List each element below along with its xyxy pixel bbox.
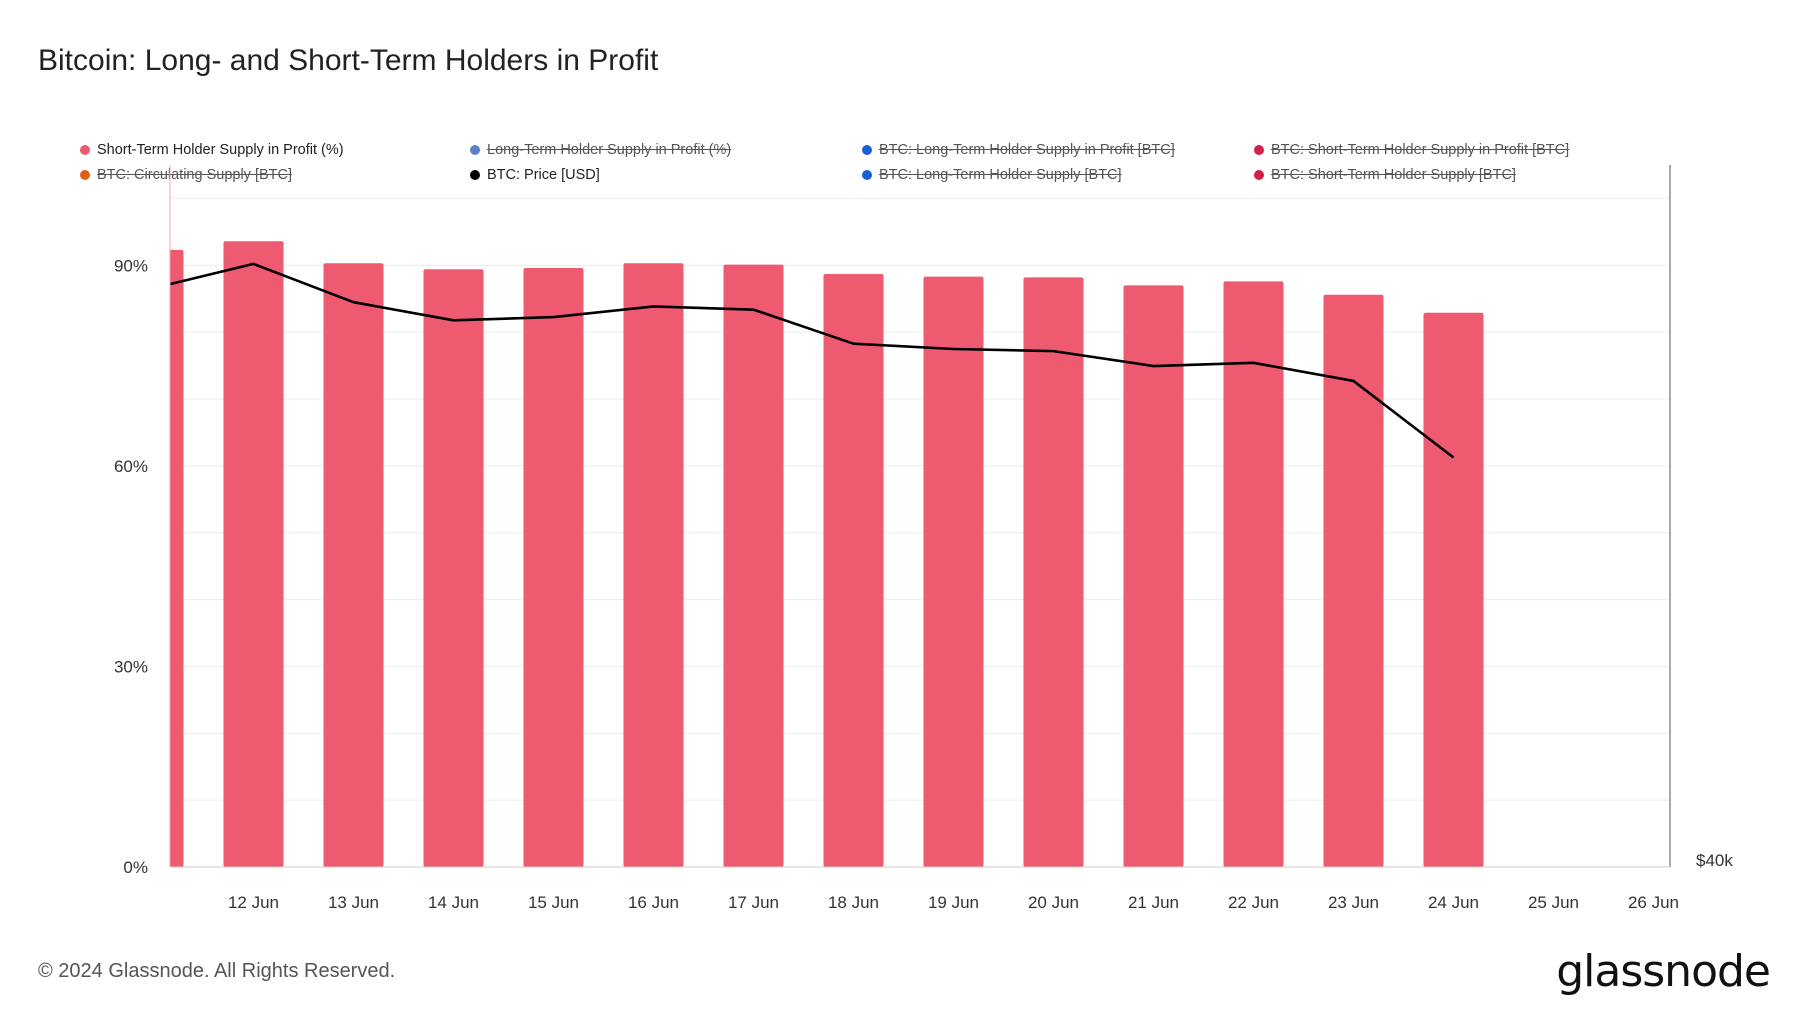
bar-18-jun: [823, 273, 884, 867]
bar-14-jun: [423, 269, 484, 867]
bar-23-jun: [1323, 294, 1384, 867]
legend-item-sth-profit-btc[interactable]: BTC: Short-Term Holder Supply in Profit …: [1254, 140, 1569, 160]
legend-label: BTC: Short-Term Holder Supply [BTC]: [1271, 167, 1516, 183]
x-tick-label: 19 Jun: [928, 893, 979, 912]
x-tick-label: 13 Jun: [328, 893, 379, 912]
legend-dot-icon: [1254, 145, 1264, 155]
legend-item-btc-price[interactable]: BTC: Price [USD]: [470, 165, 600, 185]
legend-label: BTC: Price [USD]: [487, 167, 600, 183]
bar-11-jun: [170, 249, 184, 867]
bar-17-jun: [723, 264, 784, 867]
x-tick-label: 22 Jun: [1228, 893, 1279, 912]
bar-13-jun: [323, 263, 384, 867]
x-tick-label: 14 Jun: [428, 893, 479, 912]
legend-dot-icon: [80, 145, 90, 155]
bar-21-jun: [1123, 285, 1184, 867]
copyright-footer: © 2024 Glassnode. All Rights Reserved.: [38, 960, 396, 982]
x-tick-label: 18 Jun: [828, 893, 879, 912]
x-tick-label: 12 Jun: [228, 893, 279, 912]
legend-item-lth-profit-btc[interactable]: BTC: Long-Term Holder Supply in Profit […: [862, 140, 1175, 160]
legend-dot-icon: [80, 170, 90, 180]
legend-item-circulating-supply[interactable]: BTC: Circulating Supply [BTC]: [80, 165, 292, 185]
legend-dot-icon: [1254, 170, 1264, 180]
bar-20-jun: [1023, 277, 1084, 867]
legend-dot-icon: [862, 145, 872, 155]
x-tick-label: 25 Jun: [1528, 893, 1579, 912]
legend-item-lth-profit-pct[interactable]: Long-Term Holder Supply in Profit (%): [470, 140, 731, 160]
legend-item-sth-profit-pct[interactable]: Short-Term Holder Supply in Profit (%): [80, 140, 344, 160]
x-tick-label: 23 Jun: [1328, 893, 1379, 912]
y-tick-label: 60%: [114, 457, 148, 476]
bar-19-jun: [923, 276, 984, 867]
chart-legend: Short-Term Holder Supply in Profit (%) L…: [80, 140, 1680, 194]
legend-label: BTC: Long-Term Holder Supply [BTC]: [879, 167, 1122, 183]
x-tick-label: 26 Jun: [1628, 893, 1679, 912]
x-tick-label: 21 Jun: [1128, 893, 1179, 912]
legend-label: Short-Term Holder Supply in Profit (%): [97, 142, 344, 158]
y-tick-label: 90%: [114, 256, 148, 275]
legend-dot-icon: [470, 170, 480, 180]
x-tick-label: 24 Jun: [1428, 893, 1479, 912]
x-tick-label: 16 Jun: [628, 893, 679, 912]
price-line: [169, 262, 1455, 459]
legend-item-sth-supply[interactable]: BTC: Short-Term Holder Supply [BTC]: [1254, 165, 1516, 185]
x-tick-label: 20 Jun: [1028, 893, 1079, 912]
bar-24-jun: [1423, 312, 1484, 867]
x-tick-label: 17 Jun: [728, 893, 779, 912]
legend-dot-icon: [470, 145, 480, 155]
legend-item-lth-supply[interactable]: BTC: Long-Term Holder Supply [BTC]: [862, 165, 1122, 185]
chart-title: Bitcoin: Long- and Short-Term Holders in…: [38, 44, 659, 77]
x-tick-label: 15 Jun: [528, 893, 579, 912]
bar-15-jun: [523, 267, 584, 867]
y-right-tick-label: $40k: [1696, 851, 1733, 870]
legend-dot-icon: [862, 170, 872, 180]
y-tick-label: 30%: [114, 657, 148, 676]
bar-16-jun: [623, 263, 684, 867]
bar-22-jun: [1223, 281, 1284, 867]
bar-12-jun: [223, 241, 284, 867]
legend-label: BTC: Circulating Supply [BTC]: [97, 167, 293, 183]
y-tick-label: 0%: [123, 858, 148, 877]
legend-label: BTC: Long-Term Holder Supply in Profit […: [879, 142, 1175, 158]
glassnode-logo: glassnode: [1556, 946, 1771, 997]
legend-label: BTC: Short-Term Holder Supply in Profit …: [1271, 142, 1570, 158]
legend-label: Long-Term Holder Supply in Profit (%): [487, 142, 732, 158]
